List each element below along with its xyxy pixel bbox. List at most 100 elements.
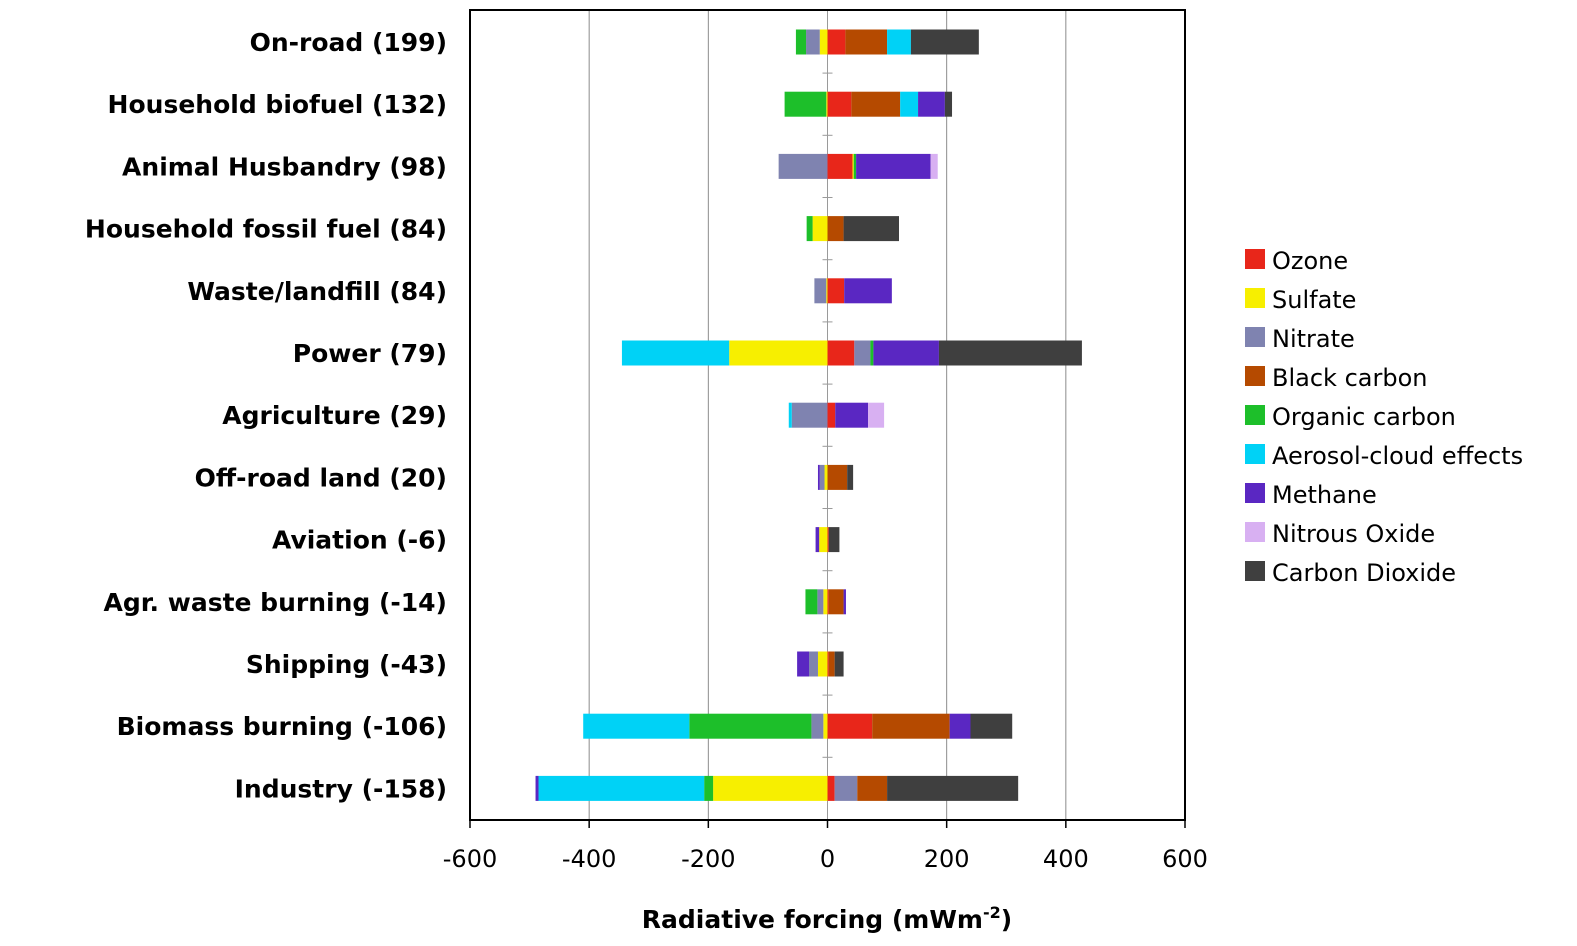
x-tick-label: -600 [443,845,497,873]
x-tick-label: 0 [820,845,835,873]
bar-segment [828,651,835,677]
bar-segment [788,402,792,428]
bar-segment [843,216,899,242]
bar-segment [828,589,844,615]
bar-segment [845,29,888,55]
bar-segment [814,278,827,304]
bar-segment [868,402,885,428]
bar-segment [826,91,828,117]
bar-segment [949,713,971,739]
bar-segment [827,153,853,179]
bar-segment [834,651,844,677]
bar-segment [873,340,939,366]
legend-label: Nitrous Oxide [1272,520,1435,548]
bars [535,29,1082,801]
legend-label: Nitrate [1272,325,1355,353]
bar-segment [918,91,945,117]
bar-segment [817,464,820,490]
bar-segment [827,651,829,677]
bar-segment [852,153,854,179]
bar-segment [827,713,873,739]
category-label: Aviation (-6) [272,526,447,555]
legend-swatch [1245,483,1265,503]
legend-label: Carbon Dioxide [1272,559,1456,587]
bar-segment [704,775,714,801]
bar-segment [835,402,869,428]
legend-label: Organic carbon [1272,403,1456,431]
bar-segment [854,340,871,366]
bar-segment [778,153,828,179]
x-axis-tick-labels: -600 -400 -200 0 200 400 600 [443,845,1208,873]
bar-segment [900,91,919,117]
bar-segment [870,340,874,366]
legend-swatch [1245,366,1265,386]
bar-segment [910,29,979,55]
bar-segment [857,775,888,801]
x-axis-title: Radiative forcing (mWm-2) [642,903,1012,934]
x-axis-ticks [469,820,1186,828]
bar-segment [827,216,844,242]
category-label: Agriculture (29) [222,401,447,430]
legend-label: Methane [1272,481,1377,509]
bar-segment [815,527,820,553]
category-label: Shipping (-43) [246,650,447,679]
bar-segment [827,340,855,366]
category-label: Animal Husbandry (98) [122,152,447,181]
bar-segment [827,91,852,117]
x-tick-label: -200 [681,845,735,873]
bar-segment [834,775,858,801]
x-tick-label: 600 [1162,845,1208,873]
category-label: Agr. waste burning (-14) [104,588,447,617]
legend-swatch [1245,561,1265,581]
bar-segment [819,527,828,553]
bar-segment [856,153,931,179]
bar-segment [689,713,812,739]
bar-segment [538,775,705,801]
bar-segment [853,153,857,179]
category-label: Industry (-158) [235,774,447,803]
bar-segment [970,713,1013,739]
bar-segment [827,775,835,801]
bar-segment [851,91,901,117]
bar-segment [805,589,818,615]
bar-segment [828,527,840,553]
bar-segment [806,216,813,242]
bar-segment [819,464,825,490]
category-label: Off-road land (20) [195,463,447,492]
legend-label: Black carbon [1272,364,1427,392]
bar-segment [811,713,824,739]
bar-segment [827,464,848,490]
x-tick-label: 200 [924,845,970,873]
bar-segment [621,340,730,366]
bar-segment [827,527,829,553]
bar-segment [827,589,829,615]
bar-segment [729,340,828,366]
bar-segment [817,589,824,615]
legend-swatch [1245,522,1265,542]
bar-segment [887,775,1019,801]
category-labels: On-road (199) Household biofuel (132) Anim… [85,28,447,803]
bar-segment [827,29,846,55]
bar-segment [791,402,828,428]
legend: Ozone Sulfate Nitrate Black carbon Organic c… [1245,247,1523,587]
bar-segment [809,651,818,677]
bar-segment [795,29,807,55]
legend-swatch [1245,327,1265,347]
category-label: Biomass burning (-106) [117,712,447,741]
bar-segment [713,775,828,801]
legend-swatch [1245,288,1265,308]
category-label: Power (79) [293,339,447,368]
legend-label: Aerosol-cloud effects [1272,442,1523,470]
bar-segment [823,713,828,739]
x-tick-label: -400 [562,845,616,873]
x-tick-label: 400 [1043,845,1089,873]
bar-segment [827,402,836,428]
bar-segment [887,29,911,55]
bar-segment [872,713,950,739]
category-label: On-road (199) [250,28,447,57]
bar-segment [806,29,820,55]
legend-swatch [1245,444,1265,464]
category-label: Household biofuel (132) [108,90,447,119]
legend-swatch [1245,249,1265,269]
bar-segment [817,651,828,677]
